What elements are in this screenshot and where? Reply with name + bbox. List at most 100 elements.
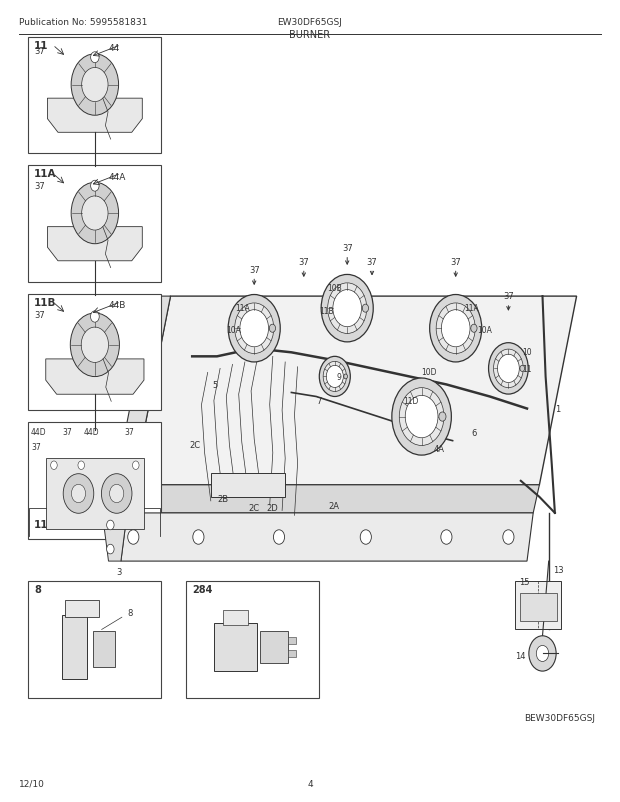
Bar [211,473,285,497]
Circle shape [333,290,361,327]
Circle shape [471,325,477,333]
Text: BEW30DF65GSJ: BEW30DF65GSJ [524,713,595,722]
Text: 11: 11 [522,364,531,374]
Text: 2C: 2C [248,504,259,512]
Bar [93,631,115,667]
Polygon shape [47,228,142,261]
Circle shape [91,181,99,192]
Circle shape [392,379,451,456]
Text: 4A: 4A [434,444,445,454]
Text: 11D: 11D [403,396,418,406]
Circle shape [430,295,482,363]
Polygon shape [127,485,539,513]
Circle shape [228,295,280,363]
Circle shape [436,304,476,354]
Bar [288,638,296,644]
Circle shape [326,366,343,388]
Circle shape [343,375,347,379]
Circle shape [441,530,452,545]
Bar [520,593,557,622]
Text: 14: 14 [515,650,525,660]
Text: 37: 37 [34,310,45,319]
Text: 44: 44 [108,44,120,53]
Text: 10B: 10B [327,284,342,293]
Circle shape [503,530,514,545]
Text: 2D: 2D [267,504,278,512]
Text: 284: 284 [192,585,213,594]
Text: EW30DF65GSJ: EW30DF65GSJ [278,18,342,26]
Circle shape [321,275,373,342]
Bar [28,581,161,698]
Text: 15: 15 [520,577,530,586]
Circle shape [51,461,57,470]
Circle shape [91,311,99,322]
Bar [46,459,144,529]
Text: 8: 8 [102,608,133,630]
Text: 37: 37 [31,443,41,452]
Circle shape [107,520,114,530]
Text: 44A: 44A [108,172,126,181]
Polygon shape [47,99,142,133]
Text: 6: 6 [471,428,477,438]
Circle shape [78,461,84,470]
Circle shape [328,284,367,334]
Circle shape [529,636,556,671]
Text: 44D: 44D [84,427,99,436]
Circle shape [323,362,347,392]
Text: 2B: 2B [217,495,228,504]
Text: 10D: 10D [422,368,437,377]
Text: 37: 37 [34,47,45,56]
Circle shape [269,325,275,333]
Circle shape [133,461,139,470]
Circle shape [70,314,120,377]
Text: Publication No: 5995581831: Publication No: 5995581831 [19,18,147,26]
Text: 11B: 11B [34,298,56,307]
Circle shape [81,328,108,363]
Circle shape [71,55,118,116]
Circle shape [399,388,444,446]
Text: 8: 8 [34,585,41,594]
Circle shape [234,304,274,354]
Text: 44B: 44B [108,301,126,310]
Circle shape [536,646,549,662]
Circle shape [128,530,139,545]
Bar [288,650,296,657]
Text: 9: 9 [337,372,342,382]
Circle shape [240,310,268,347]
Text: 5: 5 [213,380,218,390]
Bar [28,423,161,539]
Circle shape [439,412,446,422]
Text: 11B: 11B [319,306,334,316]
Bar [65,601,99,617]
Text: 37: 37 [249,265,260,285]
Circle shape [319,357,350,397]
Circle shape [193,530,204,545]
Text: 4: 4 [307,779,313,788]
Bar [515,581,561,630]
Circle shape [71,484,86,503]
Text: BURNER: BURNER [290,30,330,39]
Circle shape [489,343,528,395]
Bar [62,615,87,679]
Text: 11D: 11D [34,520,57,529]
Circle shape [82,196,108,231]
Polygon shape [102,485,127,561]
Bar [28,294,161,411]
Text: 37: 37 [62,427,72,436]
Circle shape [520,366,525,372]
Circle shape [494,350,523,388]
Circle shape [110,484,124,503]
Text: 10A: 10A [226,326,241,335]
Text: 10A: 10A [477,326,492,335]
Polygon shape [115,297,171,485]
Polygon shape [46,359,144,395]
Text: 7: 7 [316,396,322,406]
Bar [260,631,288,663]
Circle shape [102,474,132,513]
Text: 11A: 11A [464,304,479,313]
Bar [186,581,319,698]
Circle shape [360,530,371,545]
Text: 3: 3 [117,567,122,576]
Text: 44D: 44D [31,427,46,436]
Text: 2A: 2A [329,501,340,510]
